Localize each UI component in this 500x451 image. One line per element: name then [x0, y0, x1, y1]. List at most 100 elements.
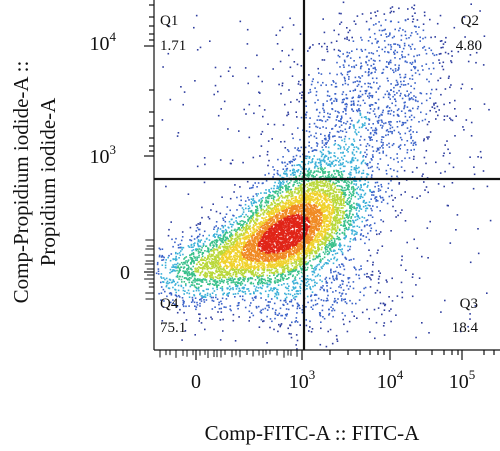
event-dot — [350, 188, 353, 190]
event-dot — [285, 293, 287, 296]
event-dot — [300, 116, 303, 119]
event-dot — [347, 54, 349, 57]
event-dot — [223, 306, 225, 308]
event-dot — [171, 281, 174, 283]
event-dot — [321, 287, 323, 289]
event-dot — [390, 179, 392, 182]
event-dot — [379, 146, 381, 149]
event-dot — [296, 98, 298, 101]
event-dot — [368, 92, 370, 95]
event-dot — [363, 225, 366, 228]
event-dot — [238, 268, 241, 271]
event-dot — [221, 238, 224, 240]
event-dot — [276, 185, 279, 187]
event-dot — [221, 239, 224, 242]
event-dot — [320, 299, 323, 301]
event-dot — [399, 136, 402, 139]
event-dot — [347, 288, 350, 290]
event-dot — [347, 188, 349, 190]
event-dot — [268, 283, 270, 286]
event-dot — [339, 210, 342, 212]
event-dot — [387, 80, 389, 82]
event-dot — [299, 92, 301, 95]
event-dot — [308, 156, 311, 158]
event-dot — [204, 278, 206, 280]
event-dot — [284, 173, 286, 175]
event-dot — [237, 277, 240, 280]
event-dot — [323, 59, 326, 61]
event-dot — [180, 284, 182, 287]
event-dot — [274, 292, 277, 295]
event-dot — [343, 244, 346, 247]
event-dot — [277, 193, 279, 195]
event-dot — [339, 249, 342, 251]
event-dot — [405, 37, 408, 40]
event-dot — [270, 289, 272, 291]
event-dot — [211, 292, 214, 294]
event-dot — [356, 15, 359, 17]
event-dot — [349, 176, 351, 179]
event-dot — [349, 207, 351, 209]
event-dot — [219, 253, 222, 255]
event-dot — [324, 244, 326, 247]
event-dot — [316, 108, 318, 111]
event-dot — [342, 165, 345, 168]
event-dot — [335, 40, 338, 42]
event-dot — [189, 256, 191, 259]
event-dot — [327, 236, 329, 239]
event-dot — [191, 282, 194, 284]
event-dot — [358, 277, 361, 280]
event-dot — [284, 267, 286, 270]
event-dot — [268, 195, 271, 198]
event-dot — [345, 201, 347, 203]
event-dot — [330, 84, 333, 86]
event-dot — [296, 264, 299, 267]
event-dot — [289, 66, 292, 69]
event-dot — [370, 94, 372, 97]
event-dot — [194, 281, 196, 283]
event-dot — [240, 204, 242, 207]
event-dot — [213, 252, 215, 254]
event-dot — [277, 195, 279, 197]
event-dot — [337, 202, 340, 205]
event-dot — [286, 175, 288, 177]
event-dot — [314, 165, 316, 168]
event-dot — [301, 309, 304, 311]
event-dot — [277, 292, 280, 294]
event-dot — [403, 42, 406, 45]
event-dot — [272, 197, 275, 200]
event-dot — [286, 196, 289, 198]
event-dot — [176, 281, 179, 284]
event-dot — [380, 34, 382, 36]
event-dot — [361, 39, 363, 41]
event-dot — [176, 305, 179, 307]
event-dot — [296, 170, 299, 173]
event-dot — [289, 269, 292, 272]
event-dot — [361, 75, 364, 77]
event-dot — [289, 162, 291, 164]
event-dot — [323, 191, 325, 194]
event-dot — [276, 268, 279, 271]
event-dot — [296, 321, 299, 323]
event-dot — [204, 257, 206, 259]
event-dot — [291, 191, 294, 193]
event-dot — [386, 77, 389, 80]
event-dot — [295, 176, 297, 179]
event-dot — [243, 286, 246, 289]
event-dot — [324, 167, 326, 169]
event-dot — [343, 224, 345, 226]
event-dot — [385, 173, 388, 175]
event-dot — [299, 173, 302, 175]
event-dot — [215, 265, 218, 267]
event-dot — [319, 164, 322, 166]
event-dot — [345, 228, 348, 230]
event-dot — [445, 36, 447, 39]
event-dot — [309, 260, 311, 262]
event-dot — [348, 223, 350, 225]
event-dot — [340, 152, 342, 154]
event-dot — [345, 179, 347, 181]
event-dot — [341, 186, 343, 189]
event-dot — [192, 249, 195, 251]
event-dot — [292, 185, 294, 187]
event-dot — [343, 222, 346, 225]
